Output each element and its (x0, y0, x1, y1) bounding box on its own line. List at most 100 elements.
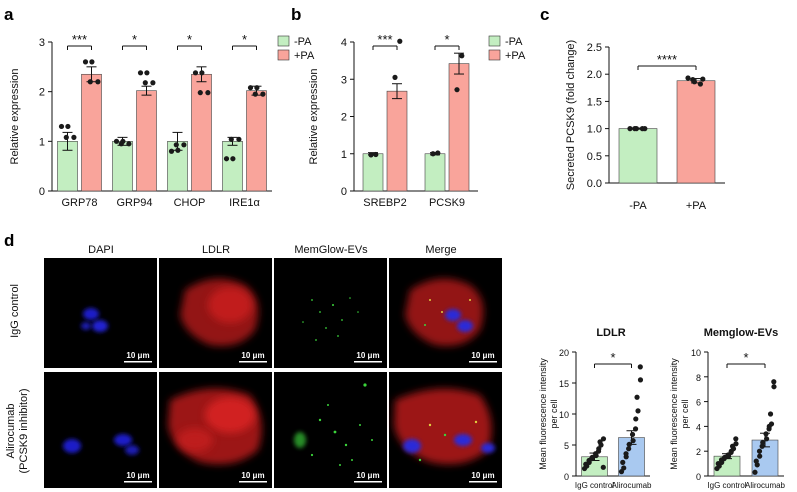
data-point (733, 441, 739, 447)
data-point (459, 53, 465, 59)
bar (246, 90, 267, 192)
data-point (373, 151, 379, 158)
significance-label: * (242, 32, 247, 47)
data-point (137, 70, 144, 76)
data-point (632, 426, 639, 432)
legend-swatch-pos (277, 49, 290, 61)
bar (676, 80, 716, 184)
legend-a: -PA +PA (277, 35, 315, 62)
legend-swatch-neg (277, 35, 290, 47)
row-label-alirocumab: Alirocumab (5, 403, 17, 458)
y-tick-label: 2 (39, 87, 45, 99)
legend-swatch-neg (488, 35, 501, 47)
data-point (144, 70, 150, 76)
bar (448, 63, 470, 192)
data-point (637, 364, 643, 370)
data-point (87, 79, 93, 85)
data-point (760, 439, 766, 446)
y-tick-label: 8 (696, 373, 701, 383)
data-point (642, 126, 648, 132)
y-tick-label: 1.5 (587, 96, 602, 108)
y-axis-label: Mean fluorescence intensity (538, 358, 548, 470)
data-point (254, 85, 260, 91)
significance-label: * (187, 32, 192, 47)
data-point (685, 75, 691, 81)
data-point (181, 142, 187, 148)
y-axis-label: Relative expression (9, 69, 21, 165)
scalebar-label: 10 μm (471, 351, 494, 360)
data-point (236, 136, 242, 142)
image-ali-ldlr: 10 μm (159, 372, 272, 488)
x-tick-label: CHOP (174, 197, 206, 209)
x-tick-label: Alirocumab (611, 481, 652, 490)
data-point (600, 464, 606, 470)
row-label-igg: IgG control (9, 284, 21, 338)
data-point (626, 446, 632, 452)
significance-label: * (743, 350, 748, 365)
y-tick-label: 10 (559, 410, 569, 420)
y-tick-label: 10 (691, 348, 701, 358)
chart-a: 0 1 2 3 Relative expression GRP78 *** GRP94 * CHO… (9, 32, 272, 209)
data-point (626, 441, 632, 447)
bar (112, 141, 133, 192)
bar (618, 128, 658, 184)
chart-c: 0.0 0.5 1.0 1.5 2.0 2.5 Secreted PCSK9 (fold c… (565, 40, 725, 212)
data-point (150, 80, 156, 86)
y-tick-label: 4 (341, 37, 347, 49)
channel-label-dapi: DAPI (88, 244, 114, 256)
panel-letter-d: d (4, 231, 14, 250)
bar (222, 141, 243, 192)
y-tick-label: 3 (341, 74, 347, 86)
y-tick-label: 2.0 (587, 69, 602, 81)
channel-label-ldlr: LDLR (202, 244, 230, 256)
legend-label-neg: -PA (294, 36, 312, 48)
x-tick-label: PCSK9 (429, 197, 465, 209)
data-point (368, 152, 374, 158)
data-point (768, 421, 775, 427)
y-tick-label: 20 (559, 348, 569, 358)
data-point (633, 416, 639, 422)
image-igg-ldlr: 10 μm (159, 258, 272, 368)
bar (136, 90, 157, 192)
data-point (623, 451, 629, 457)
row-label-pcsk9-inhibitor: (PCSK9 inhibitor) (18, 389, 30, 474)
data-point (197, 90, 203, 96)
x-tick-label: IRE1α (229, 197, 260, 209)
data-point (82, 59, 89, 65)
y-tick-label: 0 (564, 472, 569, 482)
significance-label: * (132, 32, 137, 47)
chart-memglow: Memglow-EVs 0 2 4 6 8 10 Mean fluorescence inte… (669, 327, 786, 490)
data-point (764, 436, 770, 442)
panel-letter-a: a (4, 5, 14, 24)
data-point (205, 90, 211, 96)
data-point (113, 138, 120, 144)
data-point (247, 85, 254, 91)
x-tick-label: IgG control (707, 481, 746, 490)
legend-label-pos: +PA (505, 50, 526, 62)
y-tick-label: 1 (341, 149, 347, 161)
data-point (633, 126, 640, 132)
y-axis-label: per cell (549, 399, 559, 428)
y-tick-label: 6 (696, 398, 701, 408)
data-point (71, 134, 77, 140)
data-point (175, 147, 181, 153)
significance-label: * (610, 350, 615, 365)
data-point (620, 459, 626, 465)
data-point (771, 379, 777, 385)
chart-ldlr: LDLR 0 5 10 15 20 Mean fluorescence intensity p… (538, 327, 652, 490)
y-axis-label: Secreted PCSK9 (fold change) (565, 40, 577, 190)
image-igg-memglow: 10 μm (274, 258, 387, 368)
data-point (771, 384, 777, 390)
y-tick-label: 1.0 (587, 124, 602, 136)
image-igg-merge: 10 μm (389, 258, 502, 368)
x-tick-label: GRP94 (116, 197, 152, 209)
legend-swatch-pos (488, 49, 501, 61)
legend-label-neg: -PA (505, 36, 523, 48)
data-point (230, 156, 236, 162)
y-tick-label: 1 (39, 136, 45, 148)
bar (424, 153, 446, 192)
bar (81, 73, 102, 192)
data-point (223, 156, 230, 162)
channel-label-merge: Merge (425, 244, 456, 256)
x-tick-label: +PA (686, 200, 707, 212)
